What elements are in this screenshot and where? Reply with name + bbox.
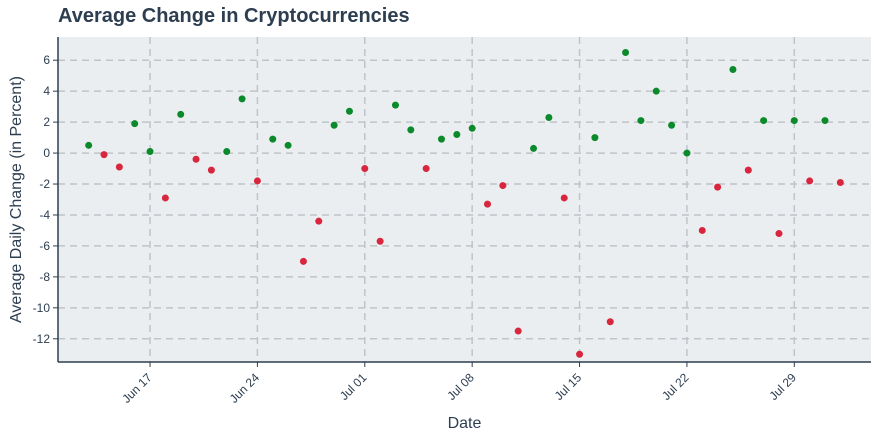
- data-point: [622, 48, 630, 56]
- data-point: [100, 151, 108, 159]
- data-point: [775, 230, 783, 238]
- data-point: [422, 165, 430, 173]
- data-point: [146, 148, 154, 156]
- data-point: [131, 120, 139, 128]
- data-point: [299, 257, 307, 265]
- y-tick-label: -12: [33, 332, 51, 346]
- data-point: [361, 165, 369, 173]
- data-point: [453, 131, 461, 138]
- data-point: [269, 135, 277, 143]
- data-point: [345, 107, 353, 115]
- data-point: [836, 178, 844, 186]
- data-point: [760, 117, 768, 125]
- data-point: [407, 126, 415, 134]
- data-point: [576, 350, 584, 358]
- y-axis-ticks: 6 4 2 0 -2 -4 -6 -8 -10 -12: [33, 53, 58, 346]
- y-tick-label: 4: [43, 84, 50, 98]
- data-point: [177, 110, 185, 118]
- data-point: [192, 155, 200, 163]
- data-point: [652, 87, 660, 95]
- y-tick-label: 0: [43, 146, 50, 160]
- data-point: [391, 101, 399, 109]
- x-tick-label: Jul 01: [337, 370, 370, 403]
- data-point: [744, 166, 752, 174]
- x-axis-title: Date: [448, 415, 482, 432]
- data-points: [85, 48, 844, 358]
- data-point: [698, 226, 706, 234]
- data-point: [284, 141, 292, 149]
- data-point: [606, 318, 614, 326]
- data-point: [729, 66, 737, 73]
- y-tick-label: -4: [39, 208, 50, 222]
- data-point: [207, 166, 215, 174]
- data-point: [591, 134, 599, 142]
- data-point: [376, 237, 384, 245]
- data-point: [530, 144, 538, 152]
- data-point: [514, 327, 522, 335]
- x-tick-label: Jul 08: [444, 370, 477, 403]
- data-point: [238, 95, 246, 103]
- data-point: [437, 135, 445, 143]
- data-point: [115, 163, 123, 171]
- data-point: [683, 149, 691, 157]
- data-point: [714, 183, 722, 191]
- y-tick-label: 2: [43, 115, 50, 129]
- plot-area: [58, 37, 871, 362]
- data-point: [821, 117, 829, 125]
- data-point: [468, 124, 476, 132]
- x-tick-label: Jul 29: [766, 370, 799, 403]
- data-point: [668, 121, 676, 129]
- x-tick-label: Jul 22: [659, 370, 692, 403]
- y-tick-label: -10: [33, 301, 51, 315]
- data-point: [545, 113, 553, 121]
- data-point: [223, 148, 231, 156]
- x-tick-label: Jun 24: [227, 370, 263, 406]
- y-axis-title: Average Daily Change (in Percent): [8, 76, 25, 323]
- y-tick-label: -6: [39, 239, 50, 253]
- x-axis-ticks: Jun 17 Jun 24 Jul 01 Jul 08 Jul 15 Jul 22 Jul …: [119, 362, 799, 406]
- data-point: [330, 121, 338, 129]
- data-point: [790, 117, 798, 125]
- y-tick-label: 6: [43, 53, 50, 67]
- data-point: [253, 177, 261, 185]
- y-tick-label: -8: [39, 270, 50, 284]
- data-point: [499, 182, 507, 190]
- chart-title: Average Change in Cryptocurrencies: [58, 5, 410, 27]
- data-point: [560, 194, 568, 202]
- x-tick-label: Jun 17: [119, 370, 155, 406]
- data-point: [484, 200, 492, 208]
- x-tick-label: Jul 15: [552, 370, 585, 403]
- data-point: [161, 194, 169, 202]
- data-point: [315, 217, 323, 225]
- data-point: [85, 141, 93, 149]
- data-point: [806, 177, 814, 185]
- y-tick-label: -2: [39, 177, 50, 191]
- gridlines: [58, 37, 871, 362]
- data-point: [637, 117, 645, 125]
